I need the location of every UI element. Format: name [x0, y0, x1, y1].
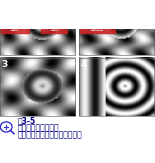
Text: （使用液体はシリコンオイル）: （使用液体はシリコンオイル） — [18, 130, 83, 140]
FancyBboxPatch shape — [80, 25, 115, 33]
Bar — [79, 58, 154, 116]
Bar — [79, 0, 154, 55]
Text: 4: 4 — [81, 59, 87, 68]
FancyBboxPatch shape — [1, 25, 29, 33]
FancyBboxPatch shape — [27, 5, 53, 13]
FancyBboxPatch shape — [41, 25, 67, 33]
Text: 気泡と衝撃波の干渉: 気泡と衝撃波の干渉 — [18, 123, 60, 132]
Text: 透過衝撃波: 透過衝撃波 — [91, 27, 104, 31]
Text: 図3-5: 図3-5 — [18, 116, 36, 126]
Bar — [0, 58, 75, 116]
Bar — [0, 0, 75, 55]
Text: 反射波: 反射波 — [11, 27, 19, 31]
Text: 衝撃波: 衝撃波 — [36, 7, 44, 11]
Text: 3: 3 — [2, 59, 8, 68]
Text: 1: 1 — [2, 0, 8, 7]
Text: 2: 2 — [81, 0, 87, 7]
Text: バブル: バブル — [50, 27, 58, 31]
